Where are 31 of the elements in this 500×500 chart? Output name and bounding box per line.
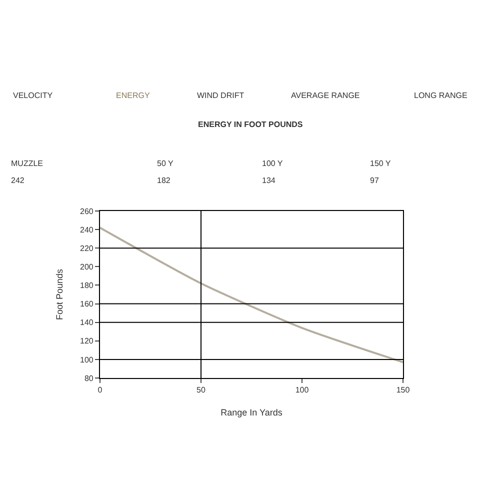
text: LONG RANGE <box>414 91 468 100</box>
text: 100 Y <box>262 159 284 168</box>
text: VELOCITY <box>13 91 54 100</box>
line-series <box>100 226 403 364</box>
text: ENERGY IN FOOT POUNDS <box>198 120 304 129</box>
y-tick-label: 140 <box>80 318 94 328</box>
x-tick-label: 0 <box>98 386 103 395</box>
x-axis-title: Range In Yards <box>220 407 283 418</box>
text: MUZZLE <box>11 159 43 168</box>
text: ENERGY <box>116 91 150 100</box>
y-tick-label: 220 <box>80 244 94 253</box>
y-tick-label: 240 <box>80 225 94 234</box>
y-tick-label: 120 <box>80 336 94 346</box>
x-tick-label: 100 <box>295 386 310 395</box>
text: 182 <box>157 176 171 185</box>
text: 50 Y <box>157 159 174 168</box>
text: WIND DRIFT <box>197 91 244 100</box>
y-axis-title: Foot Pounds <box>54 268 64 320</box>
text: 150 Y <box>370 159 392 168</box>
text: 242 <box>11 176 25 185</box>
x-tick-label: 50 <box>196 386 206 395</box>
x-tick-label: 150 <box>396 386 410 395</box>
y-tick-label: 80 <box>84 374 94 383</box>
y-tick-label: 100 <box>80 355 94 364</box>
y-tick-label: 260 <box>80 206 94 216</box>
y-tick-label: 200 <box>80 262 94 272</box>
text: AVERAGE RANGE <box>291 91 360 100</box>
text: 97 <box>370 176 380 185</box>
y-tick-label: 180 <box>80 281 94 290</box>
y-tick-label: 160 <box>80 300 94 309</box>
text: 134 <box>262 176 276 185</box>
